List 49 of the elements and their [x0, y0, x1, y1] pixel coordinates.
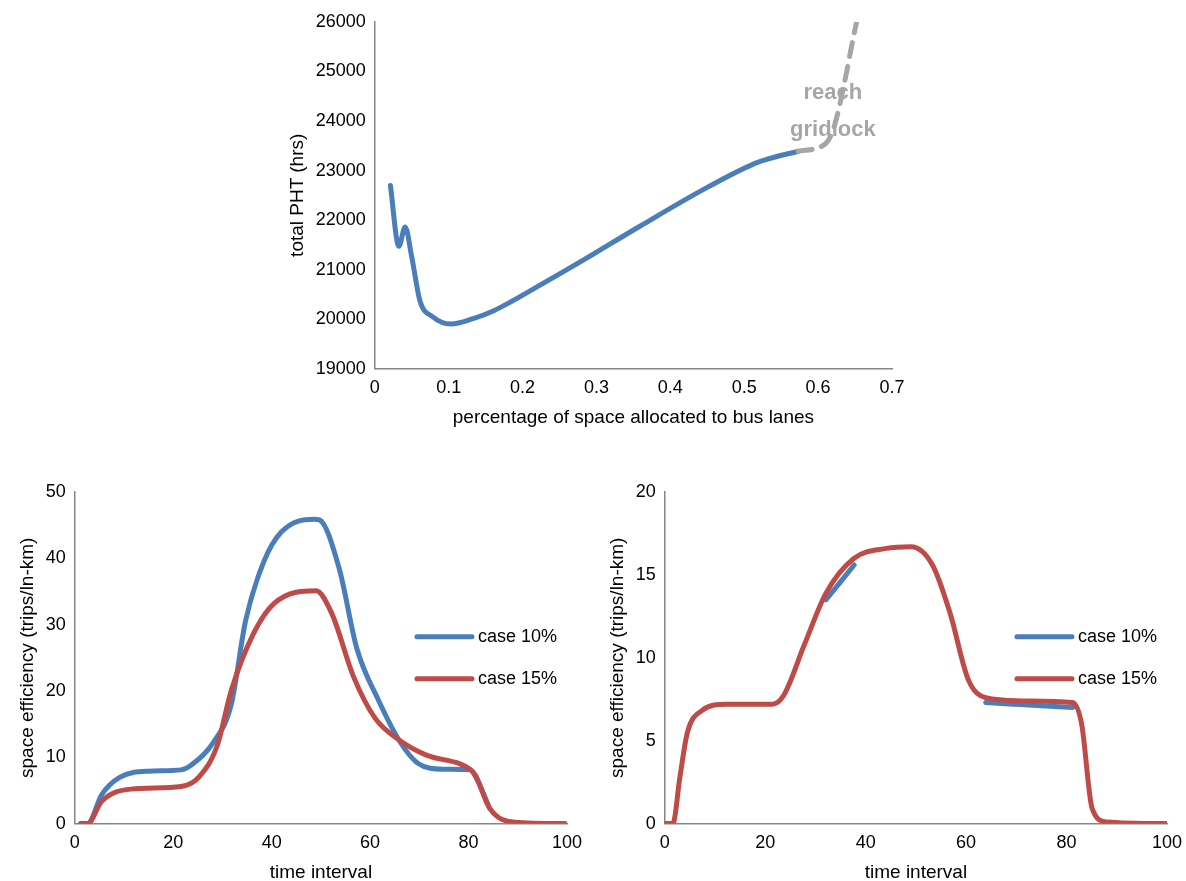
y-tick-label: 23000	[315, 159, 366, 180]
y-tick-label: 0	[645, 812, 656, 833]
x-tick-label: 80	[458, 832, 479, 853]
y-tick-label: 15	[635, 563, 656, 584]
x-tick-label: 0	[69, 832, 80, 853]
x-tick-label: 20	[163, 832, 184, 853]
y-tick-label: 50	[45, 480, 66, 501]
y-tick-label: 30	[45, 613, 66, 634]
x-axis-title: time interval	[864, 860, 968, 881]
x-tick-label: 0	[369, 377, 380, 398]
x-tick-label: 0.3	[583, 377, 609, 398]
x-tick-label: 0.7	[879, 377, 905, 398]
y-tick-label: 22000	[315, 209, 366, 230]
y-axis-title: total PHT (hrs)	[285, 133, 307, 257]
y-tick-label: 20	[635, 480, 656, 501]
x-axis-title: time interval	[269, 860, 373, 881]
x-tick-label: 0	[659, 832, 670, 853]
legend-label: case 15%	[477, 667, 558, 688]
x-tick-label: 0.6	[805, 377, 831, 398]
legend-label: case 10%	[477, 625, 558, 646]
x-tick-label: 0.5	[731, 377, 757, 398]
y-tick-label: 20	[45, 679, 66, 700]
y-tick-label: 10	[635, 646, 656, 667]
legend-label: case 15%	[1077, 667, 1158, 688]
y-tick-label: 26000	[315, 10, 366, 31]
legend-label: case 10%	[1077, 625, 1158, 646]
x-tick-label: 20	[755, 832, 776, 853]
y-tick-label: 40	[45, 547, 66, 568]
y-axis-title: space efficiency (trips/ln-km)	[605, 537, 627, 778]
y-tick-label: 0	[55, 812, 66, 833]
x-tick-label: 40	[855, 832, 876, 853]
x-tick-label: 0.1	[436, 377, 462, 398]
y-tick-label: 25000	[315, 60, 366, 81]
x-tick-label: 0.4	[657, 377, 683, 398]
y-tick-label: 10	[45, 746, 66, 767]
y-tick-label: 20000	[315, 308, 366, 329]
x-tick-label: 60	[956, 832, 977, 853]
y-axis-title: space efficiency (trips/ln-km)	[15, 537, 37, 778]
x-tick-label: 80	[1056, 832, 1077, 853]
x-tick-label: 0.2	[510, 377, 536, 398]
y-tick-label: 24000	[315, 110, 366, 130]
x-tick-label: 100	[551, 832, 583, 853]
y-tick-label: 21000	[315, 258, 366, 279]
y-tick-label: 19000	[315, 357, 366, 378]
x-axis-title: percentage of space allocated to bus lanes	[452, 405, 815, 427]
y-tick-label: 5	[645, 729, 656, 750]
x-tick-label: 60	[360, 832, 381, 853]
x-tick-label: 100	[1151, 832, 1183, 853]
x-tick-label: 40	[261, 832, 282, 853]
